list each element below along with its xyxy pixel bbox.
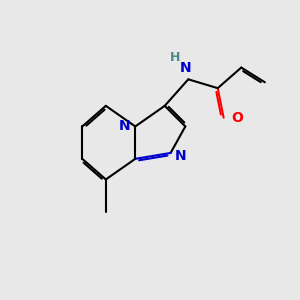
- Text: O: O: [231, 111, 243, 124]
- Text: H: H: [170, 51, 180, 64]
- Text: N: N: [179, 61, 191, 75]
- Text: N: N: [175, 149, 187, 163]
- Text: N: N: [119, 119, 131, 134]
